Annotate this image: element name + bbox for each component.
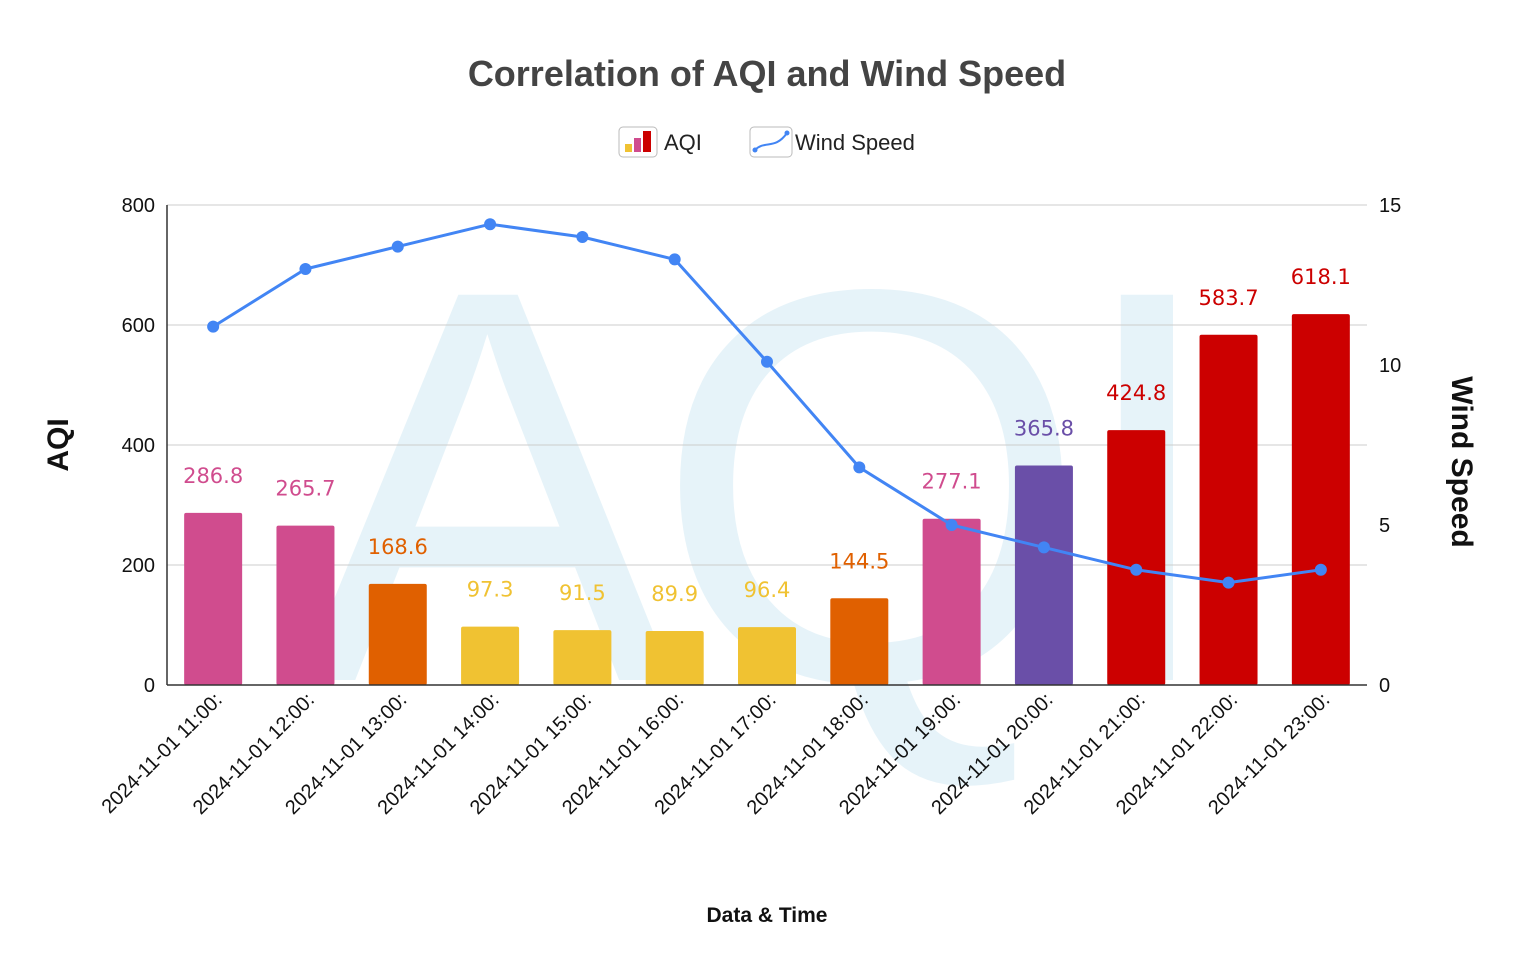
wind-speed-point[interactable] xyxy=(299,263,312,275)
y-tick-label: 400 xyxy=(122,435,155,457)
bar-data-label: 424.8 xyxy=(1106,381,1166,405)
legend-bar-icon-part xyxy=(643,131,651,152)
y-tick-label: 800 xyxy=(122,195,155,217)
y2-tick-label: 0 xyxy=(1379,675,1390,697)
bar[interactable] xyxy=(276,525,335,685)
wind-speed-point[interactable] xyxy=(576,231,589,243)
bar[interactable] xyxy=(1107,430,1166,685)
wind-speed-point[interactable] xyxy=(853,461,866,474)
wind-speed-point[interactable] xyxy=(1314,563,1327,576)
chart-title: Correlation of AQI and Wind Speed xyxy=(468,53,1066,94)
wind-speed-point[interactable] xyxy=(1037,541,1050,554)
bar-data-label: 365.8 xyxy=(1014,417,1074,441)
legend-bar-icon-part xyxy=(634,138,641,152)
legend-line-icon-path xyxy=(754,132,788,151)
wind-speed-point[interactable] xyxy=(207,320,220,333)
right-axis-ticks: 0 5 10 15 xyxy=(1379,195,1401,697)
wind-speed-point[interactable] xyxy=(484,218,497,231)
bar[interactable] xyxy=(461,626,520,685)
x-axis-title: Data & Time xyxy=(707,904,828,927)
bar[interactable] xyxy=(922,518,981,685)
wind-speed-point[interactable] xyxy=(391,240,404,253)
bar-data-label: 144.5 xyxy=(829,549,889,573)
legend-line-icon-dot xyxy=(784,130,790,136)
bar-data-label: 265.7 xyxy=(275,477,335,501)
legend-line-icon-dot xyxy=(752,147,758,153)
legend-item-wind-speed[interactable]: Wind Speed xyxy=(749,126,915,158)
legend-label-aqi: AQI xyxy=(664,130,702,155)
legend-item-aqi[interactable]: AQI xyxy=(618,126,702,158)
bar[interactable] xyxy=(1199,334,1258,685)
bar-data-label: 89.9 xyxy=(651,582,698,606)
bar[interactable] xyxy=(184,512,243,685)
bar-data-label: 618.1 xyxy=(1291,265,1351,289)
left-axis-ticks: 0 200 400 600 800 xyxy=(122,195,155,697)
y2-axis-title: Wind Speed xyxy=(1445,376,1478,547)
y-tick-label: 200 xyxy=(122,555,155,577)
bar-data-label: 286.8 xyxy=(183,464,243,488)
bar-data-label: 168.6 xyxy=(368,535,428,559)
legend: AQI Wind Speed xyxy=(618,126,915,158)
bar[interactable] xyxy=(830,598,889,685)
y-tick-label: 0 xyxy=(144,675,155,697)
bar[interactable] xyxy=(1014,465,1073,685)
bar-labels: 286.8 265.7 168.6 97.3 91.5 89.9 96.4 144.5 277.… xyxy=(183,265,1351,606)
bar[interactable] xyxy=(645,631,704,685)
wind-speed-point[interactable] xyxy=(1222,576,1235,589)
bar-data-label: 583.7 xyxy=(1198,286,1258,310)
bar-data-label: 277.1 xyxy=(922,470,982,494)
y2-tick-label: 10 xyxy=(1379,355,1401,377)
gridlines xyxy=(167,204,1367,566)
bar[interactable] xyxy=(368,583,427,685)
wind-speed-point[interactable] xyxy=(668,253,681,266)
bar[interactable] xyxy=(1291,314,1350,685)
y2-tick-label: 15 xyxy=(1379,195,1401,217)
wind-speed-point[interactable] xyxy=(1130,563,1143,576)
bar-data-label: 91.5 xyxy=(559,581,606,605)
bar-data-label: 96.4 xyxy=(744,578,791,602)
wind-speed-point[interactable] xyxy=(945,519,958,531)
legend-label-wind-speed: Wind Speed xyxy=(795,130,915,155)
y-tick-label: 600 xyxy=(122,315,155,337)
legend-line-icon xyxy=(749,126,793,158)
bar[interactable] xyxy=(553,630,612,685)
bar-data-label: 97.3 xyxy=(467,578,514,602)
bars xyxy=(184,314,1350,685)
bar[interactable] xyxy=(738,627,796,685)
wind-speed-line xyxy=(207,218,1327,589)
y-axis-title: AQI xyxy=(42,418,75,471)
y2-tick-label: 5 xyxy=(1379,515,1390,537)
wind-speed-point[interactable] xyxy=(761,355,773,368)
legend-bar-icon-part xyxy=(625,144,632,152)
